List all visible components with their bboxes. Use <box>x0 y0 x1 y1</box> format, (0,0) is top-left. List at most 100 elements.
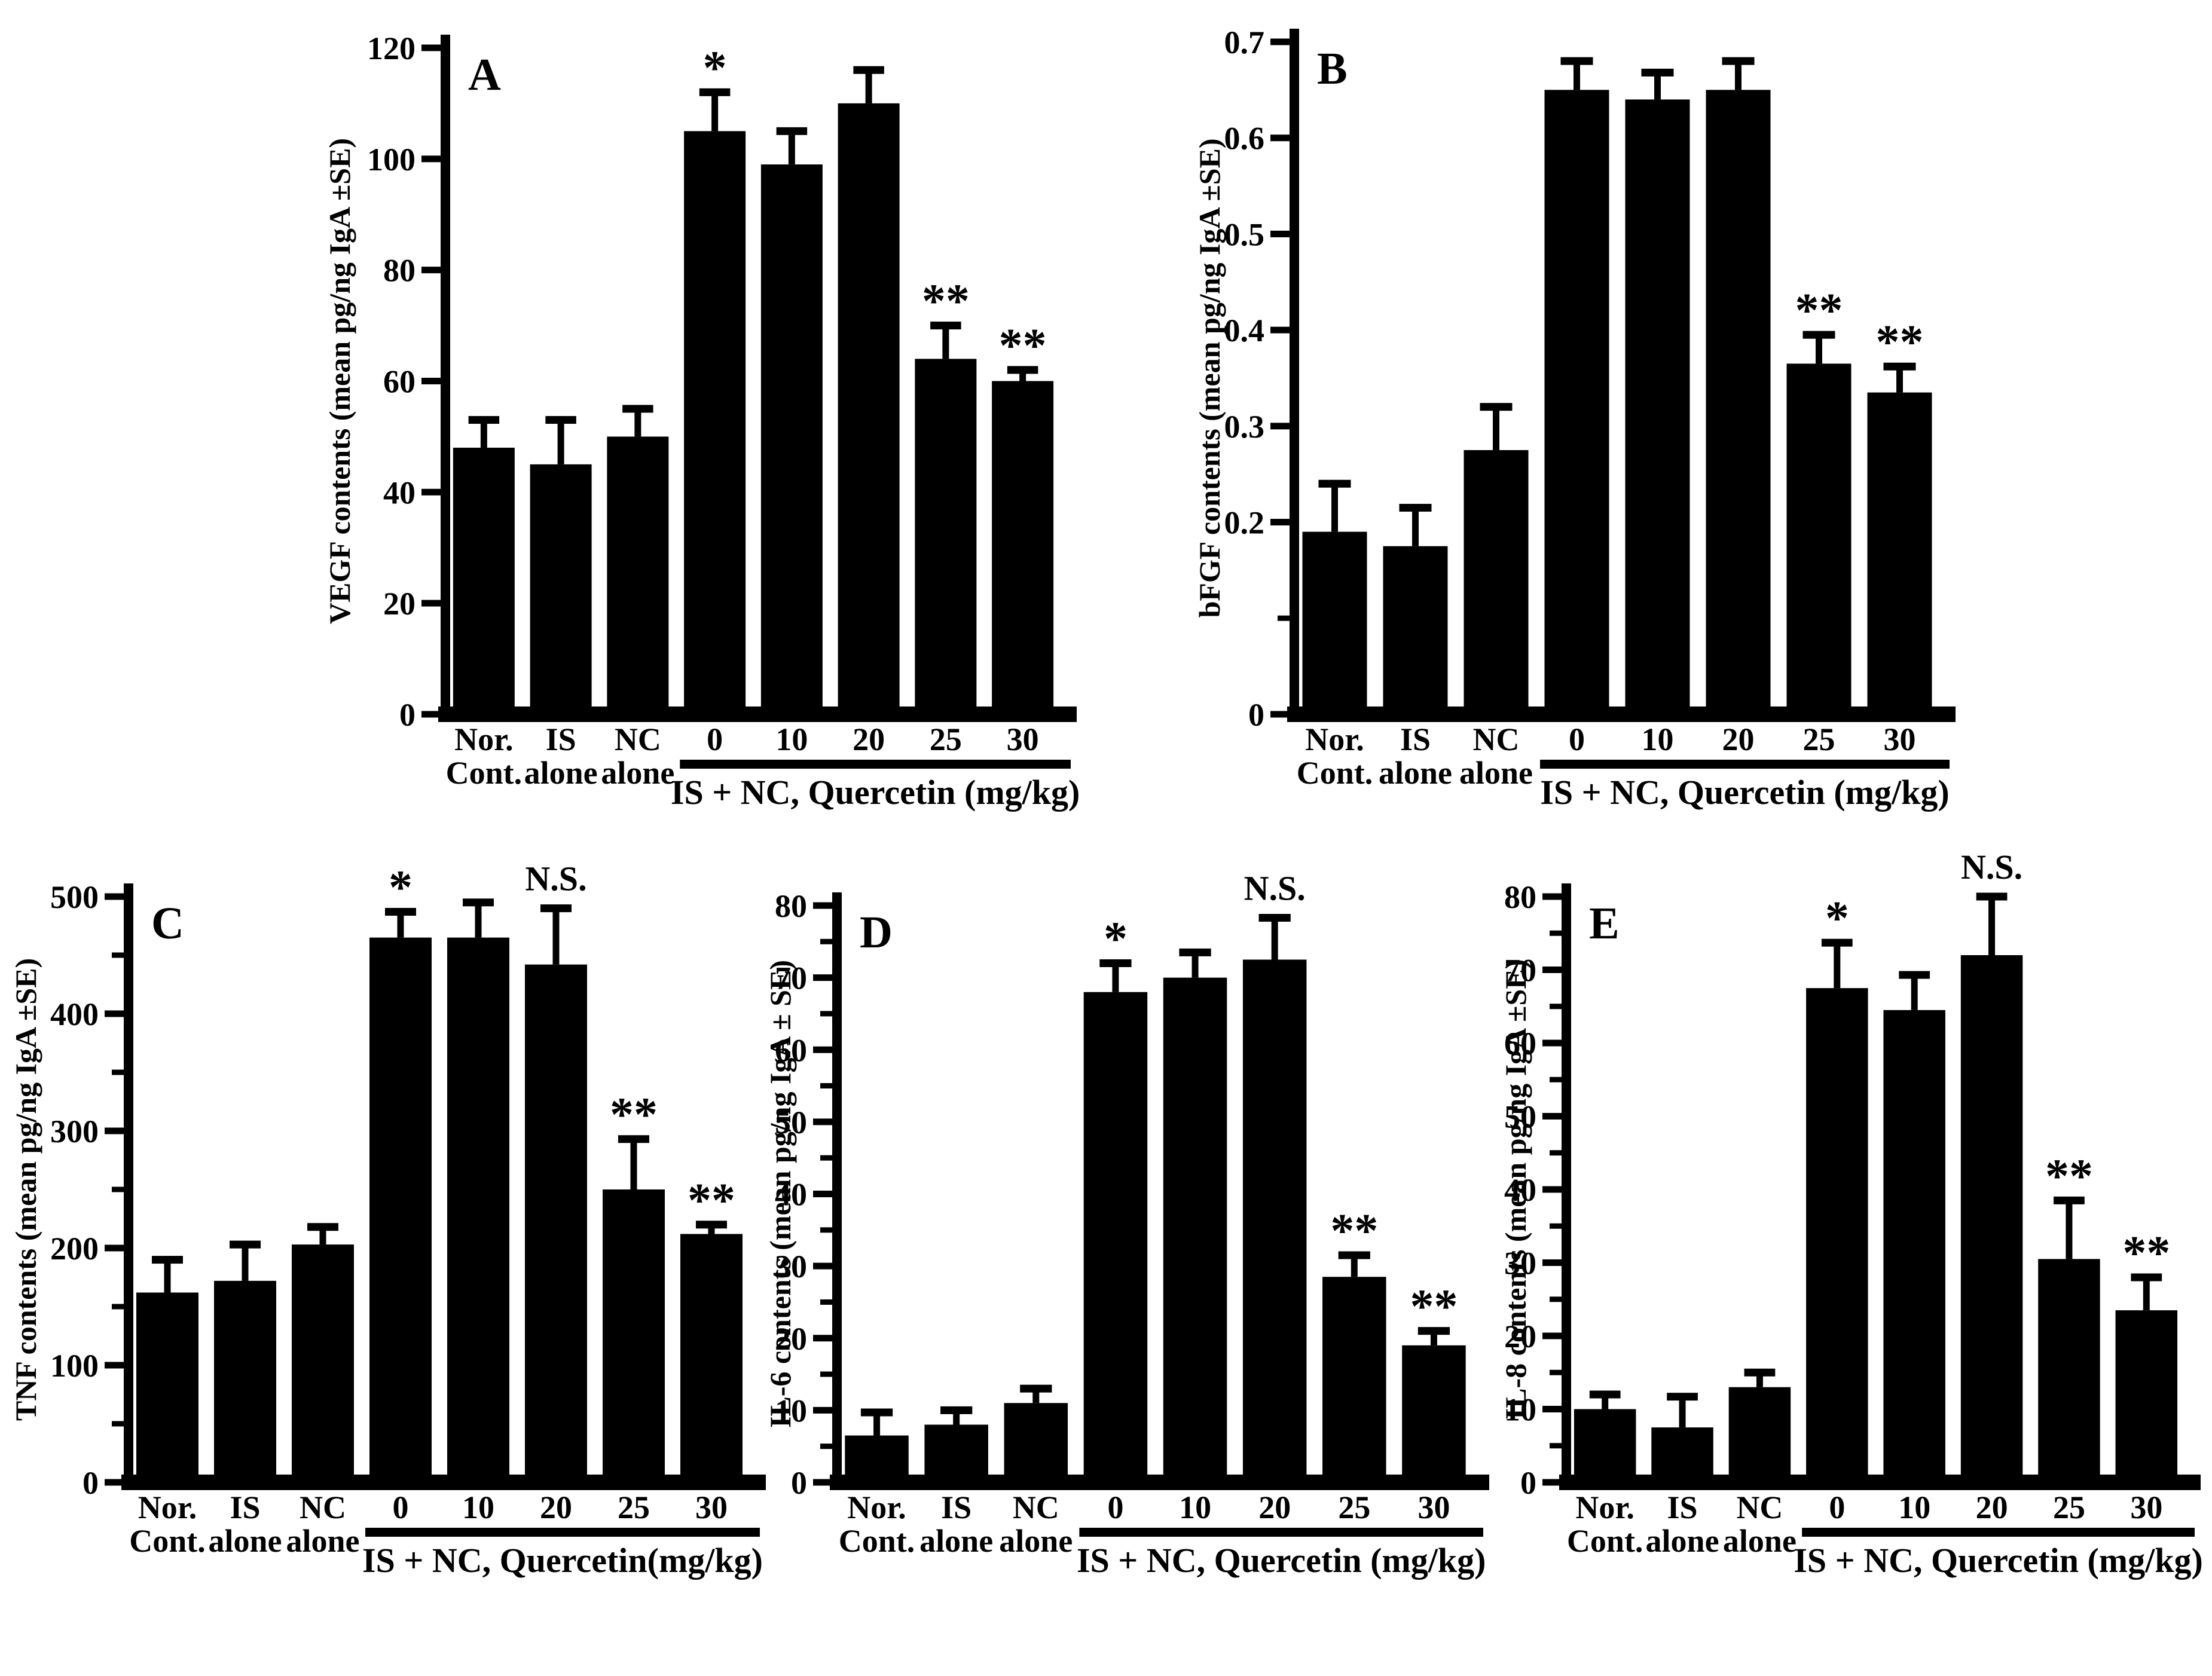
panel-c-bar-6 <box>603 1189 665 1482</box>
panel-a-bar-0 <box>453 448 515 714</box>
panel-c-sig-7: ** <box>688 1175 735 1227</box>
panel-c-xtick-label2-1: alone <box>208 1523 282 1559</box>
panel-d-ytick-minor <box>820 1443 832 1449</box>
panel-d-bar-6 <box>1322 1277 1386 1482</box>
panel-c-bar-5 <box>525 964 587 1482</box>
panel-d-ytick <box>813 1479 832 1486</box>
panel-b-ytick <box>1270 38 1290 45</box>
panel-c-ytick-minor <box>112 1421 124 1427</box>
panel-b-group-label: IS + NC, Quercetin (mg/kg) <box>1540 773 1949 812</box>
panel-d-ytick <box>813 1118 832 1126</box>
panel-e-bar-6 <box>2038 1259 2100 1482</box>
panel-e-error-cap-6 <box>2054 1196 2085 1204</box>
panel-c-group-underline <box>365 1528 760 1537</box>
panel-e-ytick-minor <box>1550 1076 1562 1082</box>
panel-a-ytick <box>421 378 441 384</box>
panel-e-ytick <box>1542 1259 1562 1266</box>
panel-b-xtick-label-6: 25 <box>1803 721 1835 757</box>
panel-d-bar-1 <box>924 1424 988 1482</box>
panel-d-ytick-label: 30 <box>775 1249 807 1284</box>
panel-a-xtick-label-0: Nor. <box>454 721 514 757</box>
panel-d-xtick-label-2: NC <box>1013 1490 1059 1525</box>
panel-d-error-cap-7 <box>1417 1327 1450 1335</box>
panel-a-ytick <box>421 155 441 163</box>
panel-c-xtick-label-6: 25 <box>618 1490 650 1525</box>
panel-c-ytick-label: 300 <box>50 1114 99 1149</box>
panel-c-ytick <box>105 1479 124 1486</box>
panel-d-error-cap-2 <box>1020 1384 1052 1393</box>
panel-e-xtick-label-6: 25 <box>2053 1490 2085 1525</box>
panel-d-xtick-label2-0: Cont. <box>839 1523 915 1559</box>
panel-d-error-line-3 <box>1112 963 1119 992</box>
panel-a-ytick-label: 20 <box>383 586 415 622</box>
panel-a-error-cap-2 <box>622 405 653 413</box>
panel-d-ytick <box>813 1191 832 1197</box>
panel-c-error-cap-6 <box>618 1135 649 1143</box>
panel-d-error-line-6 <box>1351 1255 1358 1277</box>
panel-e-ytick-label: 0 <box>1520 1465 1536 1501</box>
panel-e-xtick-label2-1: alone <box>1646 1523 1719 1559</box>
panel-d-ytick-minor <box>820 1299 832 1305</box>
panel-d-error-cap-1 <box>940 1406 973 1414</box>
panel-a-xtick-label2-1: alone <box>524 755 598 791</box>
panel-e-sig-6: ** <box>2045 1150 2093 1203</box>
panel-e-sig-3: * <box>1825 892 1849 945</box>
panel-e-error-line-1 <box>1679 1396 1686 1428</box>
panel-c-ytick-minor <box>112 1069 124 1075</box>
panel-b-bar-2 <box>1464 450 1529 714</box>
panel-d-ytick-label: 0 <box>791 1465 807 1501</box>
panel-c-ytick-label: 500 <box>50 879 99 915</box>
panel-a-error-cap-4 <box>776 127 808 135</box>
panel-b-error-line-6 <box>1816 335 1822 364</box>
panel-d-letter: D <box>860 907 893 958</box>
panel-a-bar-2 <box>607 436 669 714</box>
panel-d-ytick-minor <box>820 1371 832 1377</box>
panel-b-error-cap-3 <box>1560 57 1593 65</box>
panel-c-ytick-minor <box>112 1304 124 1310</box>
panel-e-error-cap-7 <box>2131 1273 2162 1282</box>
panel-b-bar-0 <box>1302 531 1367 714</box>
panel-b-ytick <box>1270 519 1290 526</box>
panel-d-error-cap-4 <box>1179 948 1211 956</box>
panel-b-letter: B <box>1317 44 1348 94</box>
panel-d-group-underline <box>1079 1528 1483 1537</box>
panel-c-error-line-4 <box>475 902 482 938</box>
panel-e-bar-1 <box>1651 1427 1713 1482</box>
panel-d-bar-5 <box>1242 959 1307 1482</box>
panel-e-ytick-label: 40 <box>1504 1172 1536 1208</box>
panel-d-bar-7 <box>1402 1345 1466 1482</box>
panel-b-sig-7: ** <box>1876 316 1924 369</box>
panel-b-xtick-label2-2: alone <box>1459 755 1533 791</box>
panel-d-error-line-1 <box>953 1410 960 1425</box>
panel-a-error-cap-1 <box>545 416 576 424</box>
panel-e-error-cap-3 <box>1821 938 1853 947</box>
panel-b-ytick-label: 0.4 <box>1224 313 1265 348</box>
panel-b-ytick-label: 0.2 <box>1224 505 1265 541</box>
panel-d-error-line-7 <box>1430 1331 1437 1345</box>
panel-e-error-cap-0 <box>1589 1390 1621 1399</box>
panel-e-ytick-label: 30 <box>1504 1246 1536 1282</box>
panel-d-xtick-label-0: Nor. <box>847 1490 906 1525</box>
panel-c-ytick <box>105 1362 124 1369</box>
panel-d-error-line-5 <box>1271 917 1278 960</box>
panel-e-ytick-label: 80 <box>1504 879 1536 915</box>
panel-b-error-line-1 <box>1412 507 1419 546</box>
panel-b-ytick-label: 0.3 <box>1224 409 1265 445</box>
panel-a-sig-6: ** <box>922 276 970 328</box>
panel-e-bar-7 <box>2115 1310 2178 1482</box>
panel-b-bar-5 <box>1706 90 1771 714</box>
panel-b-ytick <box>1270 423 1290 430</box>
panel-b-xtick-label2-0: Cont. <box>1297 755 1373 791</box>
panel-d-ytick <box>813 902 832 909</box>
panel-d-ytick-label: 50 <box>775 1105 807 1140</box>
panel-c-error-cap-7 <box>696 1221 727 1229</box>
panel-c-ytick-label: 0 <box>83 1465 99 1501</box>
panel-b-xtick-label-5: 20 <box>1722 721 1755 757</box>
panel-e-ytick-minor <box>1550 1369 1562 1375</box>
panel-a-xtick-label-1: IS <box>546 721 576 757</box>
panel-b-ytick <box>1270 326 1290 334</box>
panel-b-error-line-7 <box>1896 366 1903 393</box>
panel-c-error-line-6 <box>630 1139 637 1189</box>
panel-c-bar-0 <box>136 1292 198 1482</box>
panel-a-error-cap-6 <box>930 322 961 330</box>
